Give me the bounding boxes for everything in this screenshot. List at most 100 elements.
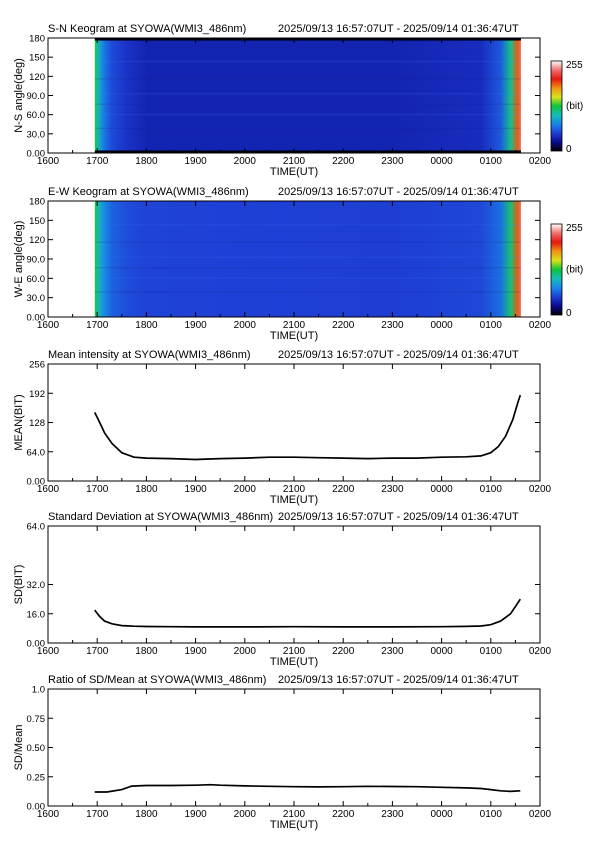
ratio-title: Ratio of SD/Mean at SYOWA(WMI3_486nm) bbox=[48, 674, 266, 686]
ew-keogram-panel: E-W Keogram at SYOWA(WMI3_486nm) 2025/09/… bbox=[13, 186, 583, 342]
sd-ytick-label: 32.0 bbox=[27, 580, 46, 591]
sn-keogram-ytick-label: 60.0 bbox=[27, 110, 46, 121]
sn-keogram-colorbar-max: 255 bbox=[566, 60, 583, 71]
ratio-xtick-label: 2300 bbox=[381, 809, 404, 820]
ratio-xtick-label: 1800 bbox=[135, 809, 158, 820]
ew-keogram-xlabel: TIME(UT) bbox=[270, 330, 318, 342]
sd-xtick-label: 2100 bbox=[283, 646, 306, 657]
ew-keogram-band-row bbox=[94, 241, 521, 243]
sn-keogram-ytick-label: 120 bbox=[29, 72, 45, 83]
mean-ylabel: MEAN(BIT) bbox=[13, 394, 25, 450]
sn-keogram-band-row bbox=[94, 103, 521, 105]
sd-panel: Standard Deviation at SYOWA(WMI3_486nm) 2… bbox=[13, 511, 552, 668]
ew-keogram-xtick-label: 1900 bbox=[184, 320, 207, 331]
ew-keogram-xtick-label: 2100 bbox=[283, 320, 306, 331]
mean-series-line bbox=[93, 394, 522, 461]
mean-ytick-label: 256 bbox=[29, 360, 45, 371]
ratio-ytick-label: 0.75 bbox=[27, 714, 46, 725]
sn-keogram-xtick-label: 1600 bbox=[37, 156, 60, 167]
mean-xtick-label: 1600 bbox=[37, 484, 60, 495]
mean-ytick-label: 0.00 bbox=[27, 477, 46, 488]
sd-xtick-label: 0200 bbox=[529, 646, 552, 657]
ew-keogram-ytick-label: 180 bbox=[29, 197, 45, 208]
mean-xtick-label: 1900 bbox=[184, 484, 207, 495]
ew-keogram-xtick-label: 1800 bbox=[135, 320, 158, 331]
ew-keogram-band-row bbox=[94, 267, 521, 269]
mean-xtick-label: 0100 bbox=[480, 484, 503, 495]
sn-keogram-band-row bbox=[94, 127, 521, 129]
ratio-ytick-label: 0.00 bbox=[27, 802, 46, 813]
sn-keogram-xlabel: TIME(UT) bbox=[270, 166, 318, 178]
ew-keogram-ytick-label: 90.0 bbox=[27, 255, 46, 266]
ew-keogram-colorbar-unit: (bit) bbox=[566, 265, 583, 276]
ew-keogram-colorbar-scale bbox=[550, 223, 563, 316]
ew-keogram-title: E-W Keogram at SYOWA(WMI3_486nm) bbox=[48, 186, 249, 198]
ratio-xtick-label: 0200 bbox=[529, 809, 552, 820]
sn-keogram-ytick-label: 180 bbox=[29, 34, 45, 45]
mean-xtick-label: 0000 bbox=[430, 484, 453, 495]
ew-keogram-xtick-label: 0000 bbox=[430, 320, 453, 331]
ew-keogram-xtick-label: 2000 bbox=[234, 320, 257, 331]
sn-keogram-xtick-label: 1800 bbox=[135, 156, 158, 167]
mean-frame bbox=[47, 363, 541, 482]
mean-xlabel: TIME(UT) bbox=[270, 494, 318, 506]
ew-keogram-image bbox=[94, 201, 521, 317]
sd-xtick-label: 2200 bbox=[332, 646, 355, 657]
ew-keogram-xtick-label: 1600 bbox=[37, 320, 60, 331]
mean-xtick-label: 1800 bbox=[135, 484, 158, 495]
sd-ytick-label: 0.00 bbox=[27, 639, 46, 650]
sd-ylabel: SD(BIT) bbox=[13, 565, 25, 605]
sn-keogram-period: 2025/09/13 16:57:07UT - 2025/09/14 01:36… bbox=[278, 23, 519, 35]
ratio-xtick-label: 1900 bbox=[184, 809, 207, 820]
ew-keogram-band-row bbox=[94, 224, 521, 226]
sd-xtick-label: 2000 bbox=[234, 646, 257, 657]
sn-keogram-xtick-label: 0200 bbox=[529, 156, 552, 167]
ew-keogram-period: 2025/09/13 16:57:07UT - 2025/09/14 01:36… bbox=[278, 186, 519, 198]
ew-keogram-ytick-label: 0.00 bbox=[27, 313, 46, 324]
sd-xtick-label: 1700 bbox=[86, 646, 109, 657]
sn-keogram-xtick-label: 2300 bbox=[381, 156, 404, 167]
sn-keogram-band-row bbox=[94, 113, 521, 116]
ratio-xtick-label: 1600 bbox=[37, 809, 60, 820]
sn-keogram-ytick-label: 30.0 bbox=[27, 129, 46, 140]
sd-series-line bbox=[94, 598, 522, 628]
sd-xtick-label: 1900 bbox=[184, 646, 207, 657]
sn-keogram-edge-band bbox=[94, 150, 521, 153]
sn-keogram-colorbar: 255 (bit) 0 bbox=[550, 60, 583, 155]
sd-xlabel: TIME(UT) bbox=[270, 656, 318, 668]
sn-keogram-xtick-label: 1900 bbox=[184, 156, 207, 167]
ratio-ytick-label: 0.25 bbox=[27, 772, 46, 783]
ew-keogram-band-row bbox=[94, 291, 521, 293]
sn-keogram-colorbar-min: 0 bbox=[566, 144, 572, 155]
ew-keogram-xtick-label: 2200 bbox=[332, 320, 355, 331]
sn-keogram-xtick-label: 2000 bbox=[234, 156, 257, 167]
ratio-series-line bbox=[94, 783, 521, 793]
sn-keogram-xtick-label: 0000 bbox=[430, 156, 453, 167]
sn-keogram-band-row bbox=[94, 93, 521, 95]
sn-keogram-ytick-label: 0.00 bbox=[27, 149, 46, 160]
mean-ytick-label: 192 bbox=[29, 389, 45, 400]
ew-keogram-ytick-label: 120 bbox=[29, 235, 45, 246]
mean-title: Mean intensity at SYOWA(WMI3_486nm) bbox=[48, 349, 251, 361]
sd-title: Standard Deviation at SYOWA(WMI3_486nm) bbox=[48, 511, 273, 523]
mean-period: 2025/09/13 16:57:07UT - 2025/09/14 01:36… bbox=[278, 349, 519, 361]
sn-keogram-image bbox=[94, 38, 521, 153]
ratio-xlabel: TIME(UT) bbox=[270, 819, 318, 831]
sn-keogram-ytick-label: 150 bbox=[29, 53, 45, 64]
mean-xtick-label: 2300 bbox=[381, 484, 404, 495]
ew-keogram-colorbar: 255 (bit) 0 bbox=[550, 223, 583, 319]
ew-keogram-xtick-label: 1700 bbox=[86, 320, 109, 331]
ratio-period: 2025/09/13 16:57:07UT - 2025/09/14 01:36… bbox=[278, 674, 519, 686]
ratio-xtick-label: 2100 bbox=[283, 809, 306, 820]
sn-keogram-ylabel: N-S angle(deg) bbox=[13, 58, 25, 133]
sn-keogram-colorbar-scale bbox=[550, 60, 563, 152]
ew-keogram-ytick-label: 60.0 bbox=[27, 274, 46, 285]
sd-xtick-label: 0000 bbox=[430, 646, 453, 657]
ew-keogram-banding bbox=[94, 224, 521, 293]
ratio-ylabel: SD/Mean bbox=[13, 725, 25, 771]
sd-xtick-label: 2300 bbox=[381, 646, 404, 657]
sd-ytick-label: 16.0 bbox=[27, 609, 46, 620]
sn-keogram-title: S-N Keogram at SYOWA(WMI3_486nm) bbox=[48, 23, 246, 35]
sn-keogram-panel: S-N Keogram at SYOWA(WMI3_486nm) 2025/09/… bbox=[13, 23, 583, 178]
